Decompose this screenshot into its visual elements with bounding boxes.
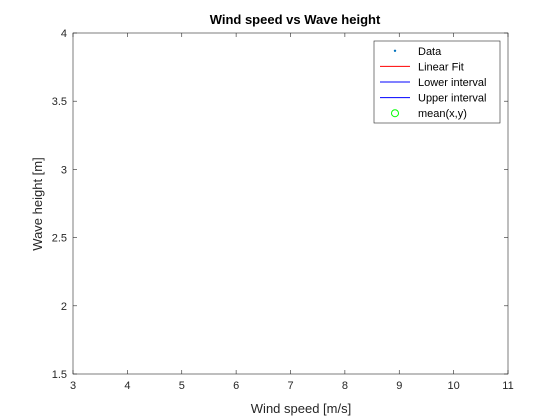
y-tick-label: 3	[61, 164, 67, 176]
legend-label: Linear Fit	[418, 61, 464, 73]
legend-label: mean(x,y)	[418, 108, 467, 120]
legend-label: Upper interval	[418, 93, 486, 105]
x-tick-label: 6	[233, 380, 239, 392]
x-axis-label: Wind speed [m/s]	[251, 401, 351, 416]
x-tick-label: 4	[124, 380, 130, 392]
legend-label: Data	[418, 46, 442, 58]
y-tick-label: 2.5	[52, 233, 67, 245]
y-axis-label: Wave height [m]	[30, 157, 45, 250]
x-tick-label: 5	[179, 380, 185, 392]
legend: Data Linear Fit Lower interval Upper interv…	[373, 40, 501, 124]
legend-mean-icon	[391, 109, 399, 118]
x-tick-label: 11	[502, 380, 513, 392]
y-tick-label: 4	[61, 28, 67, 40]
x-tick-label: 9	[396, 380, 402, 392]
x-tick-label: 3	[70, 380, 76, 392]
chart-title: Wind speed vs Wave height	[210, 12, 381, 27]
y-tick-label: 2	[61, 301, 67, 313]
x-tick-label: 7	[287, 380, 293, 392]
legend-label: Lower interval	[418, 77, 486, 89]
tick-labels: 3 4 5 6 7 8 9 10 11 1.5 2 2.5 3 3.5 4	[52, 28, 514, 392]
x-tick-label: 10	[448, 380, 460, 392]
x-tick-label: 8	[342, 380, 348, 392]
legend-data-icon	[393, 49, 397, 52]
y-tick-label: 1.5	[52, 369, 67, 381]
y-tick-label: 3.5	[52, 96, 67, 108]
